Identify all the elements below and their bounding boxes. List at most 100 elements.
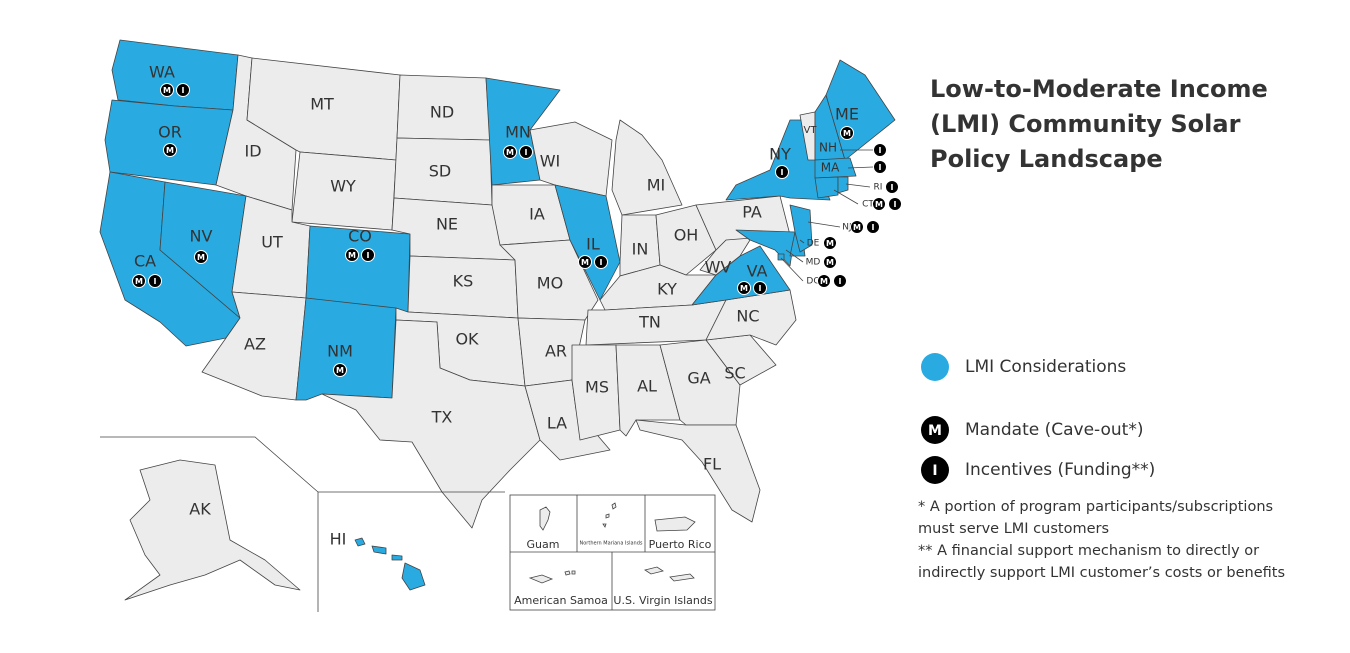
policy-badge (840, 126, 854, 140)
callout-line (785, 249, 804, 263)
policy-badge (503, 145, 517, 159)
policy-badge-letter: M (336, 366, 344, 375)
state-label: AZ (244, 335, 266, 354)
state-label: AR (545, 342, 567, 361)
policy-badge-letter: M (135, 277, 143, 286)
policy-badge (163, 143, 177, 157)
state-label: MD (806, 258, 821, 268)
state-label: ID (244, 142, 261, 161)
state-label: GA (687, 369, 710, 388)
note-line: ** A financial support mechanism to dire… (918, 543, 1259, 559)
state-label: LA (547, 414, 567, 433)
policy-badge (176, 83, 190, 97)
legend-badge-letter: I (932, 463, 937, 479)
state-label: WV (705, 258, 732, 277)
territory-label: American Samoa (514, 594, 608, 607)
state-label: WY (330, 177, 356, 196)
policy-badge (753, 281, 767, 295)
territory-label: Puerto Rico (649, 538, 712, 551)
state-shape (789, 204, 813, 253)
state-label: CT (862, 200, 874, 210)
state-label: NJ (842, 223, 851, 233)
policy-badge-letter: I (182, 86, 185, 95)
note-line: must serve LMI customers (918, 521, 1109, 537)
legend-swatch (921, 353, 949, 381)
state-shape (391, 554, 403, 561)
policy-badge-letter: M (853, 223, 861, 232)
policy-badge (823, 236, 837, 250)
policy-badge-letter: I (839, 277, 842, 286)
state-shape (371, 545, 387, 555)
states (99, 39, 896, 601)
state-label: NY (769, 145, 791, 164)
state-shape (321, 319, 541, 529)
policy-badge-letter: I (879, 163, 882, 172)
policy-badge-letter: I (525, 148, 528, 157)
state-shape (354, 537, 366, 547)
state-label: CO (348, 227, 372, 246)
policy-badge-letter: M (506, 148, 514, 157)
state-label: AL (637, 377, 657, 396)
state-shape (401, 562, 426, 591)
state-shape (777, 253, 785, 261)
state-shape (554, 184, 621, 301)
state-shape (655, 204, 717, 276)
state-label: NV (190, 227, 213, 246)
island-shape (528, 570, 576, 584)
state-label: MT (310, 95, 334, 114)
policy-badge-letter: I (600, 258, 603, 267)
policy-badge (873, 160, 887, 174)
legend-label: Mandate (Cave-out*) (965, 420, 1143, 440)
state-label: KS (453, 272, 474, 291)
policy-badge-letter: I (879, 146, 882, 155)
policy-badge (817, 274, 831, 288)
state-label: IL (586, 235, 600, 254)
state-label: MO (537, 274, 563, 293)
state-label: MI (647, 176, 666, 195)
policy-badge-letter: I (872, 223, 875, 232)
state-label: PA (742, 203, 762, 222)
policy-badge (160, 83, 174, 97)
state-label: KY (657, 280, 677, 299)
legend-badge (921, 456, 949, 484)
policy-badge-letter: M (166, 146, 174, 155)
legend-label: Incentives (Funding**) (965, 460, 1155, 480)
policy-badge-letter: I (891, 183, 894, 192)
state-label: DC (806, 277, 819, 287)
policy-badge (578, 255, 592, 269)
policy-badge-letter: M (581, 258, 589, 267)
title-line: Low-to-Moderate Income (930, 75, 1268, 103)
state-shape (814, 176, 839, 199)
policy-badge-letter: M (826, 258, 834, 267)
island-shape (539, 506, 551, 531)
state-label: WI (540, 152, 561, 171)
policy-badge-letter: M (197, 253, 205, 262)
policy-badge (519, 145, 533, 159)
state-label: IN (632, 240, 649, 259)
policy-badge (872, 197, 886, 211)
policy-badge-letter: M (163, 86, 171, 95)
territory-box (509, 494, 716, 611)
policy-badge (885, 180, 899, 194)
territory-label: Northern Mariana Islands (580, 541, 643, 547)
state-label: OK (455, 330, 479, 349)
callout-line (807, 221, 841, 228)
policy-badge (594, 255, 608, 269)
policy-badge (873, 143, 887, 157)
policy-badge (345, 248, 359, 262)
state-label: DE (807, 239, 820, 249)
policy-badge (775, 165, 789, 179)
territory-label: U.S. Virgin Islands (613, 594, 712, 607)
policy-badge (850, 220, 864, 234)
policy-badge-letter: M (348, 251, 356, 260)
policy-badge (833, 274, 847, 288)
policy-badge-letter: I (894, 200, 897, 209)
state-label: VA (747, 262, 768, 281)
policy-badge-letter: M (820, 277, 828, 286)
state-label: ND (430, 103, 454, 122)
territory-label: Guam (527, 538, 560, 551)
state-shape (611, 119, 683, 216)
island-shape (654, 516, 696, 532)
state-label: ME (835, 105, 859, 124)
policy-badge-letter: I (759, 284, 762, 293)
